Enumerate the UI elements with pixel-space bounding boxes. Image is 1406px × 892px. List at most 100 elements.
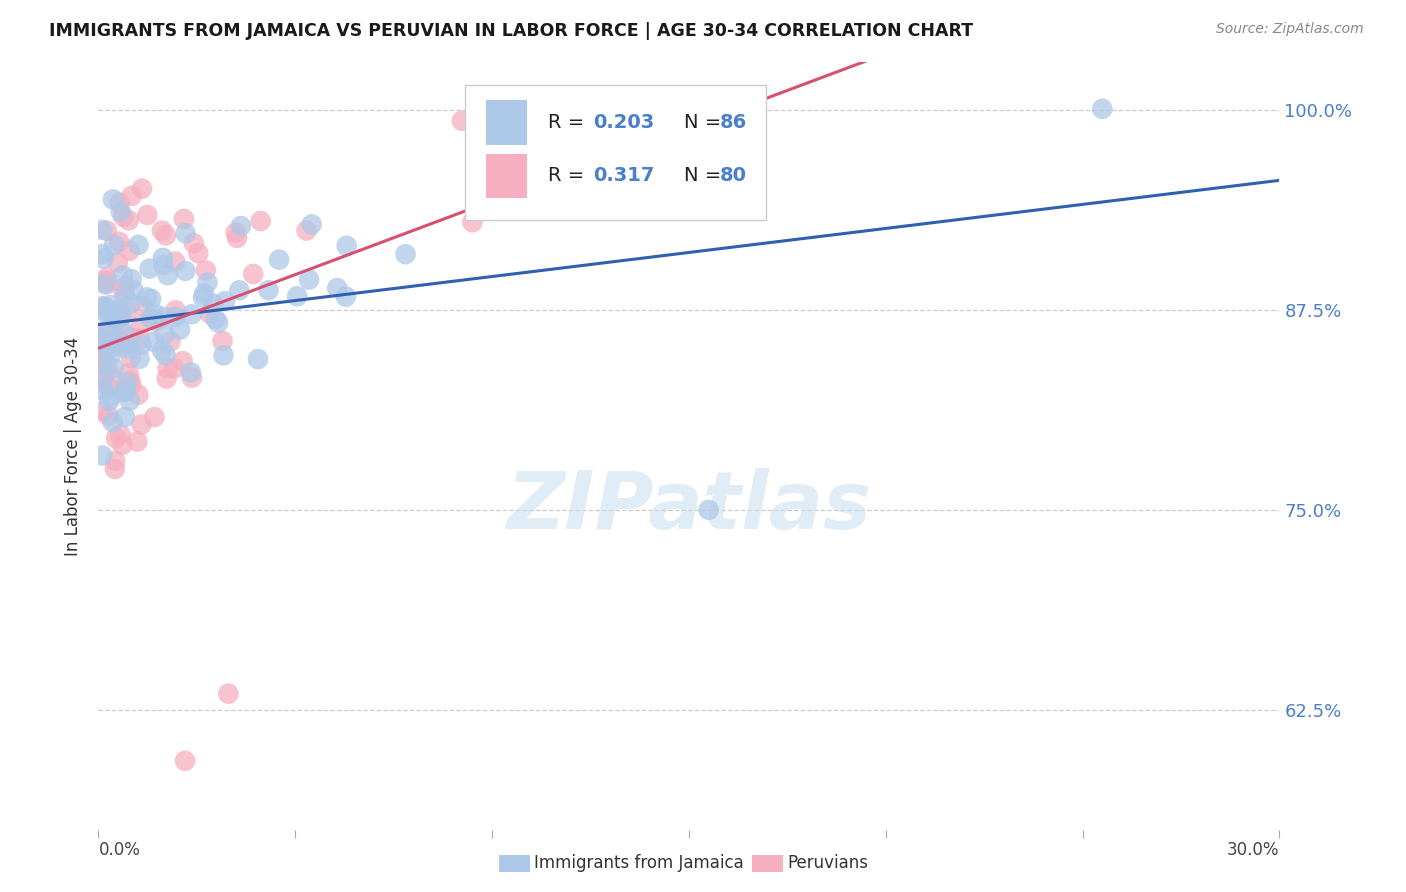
Point <box>131 181 153 195</box>
Point <box>165 310 187 324</box>
Point <box>104 305 127 319</box>
Point <box>121 189 143 203</box>
Point <box>191 291 214 305</box>
Text: N =: N = <box>685 112 728 132</box>
Point <box>194 263 217 277</box>
Point <box>197 276 219 290</box>
Point <box>111 268 134 283</box>
Point <box>103 361 125 376</box>
Point <box>101 415 124 429</box>
Point <box>110 204 132 219</box>
Point <box>212 348 235 362</box>
Point <box>100 389 122 403</box>
Point <box>108 301 131 316</box>
Point <box>108 195 131 210</box>
Point <box>138 261 160 276</box>
Point <box>217 687 239 701</box>
Point <box>180 370 202 384</box>
Point <box>202 297 225 311</box>
Point <box>394 247 416 261</box>
Point <box>91 325 114 339</box>
Point <box>211 334 233 348</box>
Point <box>91 342 114 356</box>
Point <box>135 290 157 304</box>
Point <box>152 310 174 324</box>
Point <box>96 277 118 291</box>
Point <box>207 316 229 330</box>
Point <box>143 312 166 326</box>
Text: R =: R = <box>548 167 591 186</box>
Point <box>105 431 128 445</box>
Point <box>152 251 174 265</box>
Point <box>142 334 165 349</box>
Point <box>112 325 135 339</box>
Point <box>110 337 132 351</box>
Text: 80: 80 <box>720 167 747 186</box>
Point <box>165 303 187 318</box>
Point <box>183 236 205 251</box>
Point <box>101 311 124 326</box>
Point <box>229 219 252 233</box>
Point <box>169 323 191 337</box>
Point <box>111 310 134 324</box>
Point <box>91 333 114 347</box>
Point <box>301 218 323 232</box>
Point <box>193 286 215 301</box>
Point <box>94 300 117 314</box>
Text: 0.317: 0.317 <box>593 167 655 186</box>
Point <box>115 376 138 390</box>
Point <box>91 334 114 348</box>
Point <box>114 279 136 293</box>
Point <box>172 354 194 368</box>
Point <box>108 321 131 335</box>
Point <box>120 351 142 365</box>
Point <box>91 299 114 313</box>
Point <box>461 215 484 229</box>
Point <box>91 247 114 261</box>
Point <box>150 343 173 358</box>
Point <box>103 310 125 325</box>
Point <box>94 277 117 292</box>
Point <box>131 417 153 432</box>
Point <box>101 193 124 207</box>
Point <box>139 311 162 326</box>
Point <box>107 255 129 269</box>
Point <box>127 387 149 401</box>
Point <box>104 330 127 344</box>
Point <box>136 208 159 222</box>
Point <box>91 384 114 398</box>
Point <box>131 338 153 352</box>
Point <box>103 332 125 346</box>
Point <box>118 393 141 408</box>
Point <box>97 325 120 339</box>
Point <box>91 223 114 237</box>
Point <box>247 352 270 367</box>
Point <box>131 298 153 312</box>
Point <box>105 310 128 325</box>
Point <box>107 330 129 344</box>
Point <box>93 370 115 384</box>
Point <box>267 252 290 267</box>
Point <box>145 314 167 328</box>
Point <box>214 294 236 309</box>
Point <box>225 226 247 240</box>
Point <box>128 237 150 252</box>
Point <box>156 268 179 283</box>
Point <box>97 409 120 423</box>
Point <box>128 332 150 346</box>
Point <box>127 434 149 449</box>
Point <box>173 211 195 226</box>
Point <box>98 381 121 395</box>
Bar <box>486 100 527 145</box>
Point <box>180 366 202 380</box>
Point <box>111 438 134 452</box>
Point <box>100 298 122 312</box>
Text: 86: 86 <box>720 112 747 132</box>
Point <box>1091 102 1114 116</box>
Point <box>91 374 114 388</box>
Point <box>104 462 127 476</box>
Point <box>94 338 117 352</box>
Point <box>118 213 141 227</box>
Point <box>101 369 124 384</box>
Point <box>150 223 173 237</box>
